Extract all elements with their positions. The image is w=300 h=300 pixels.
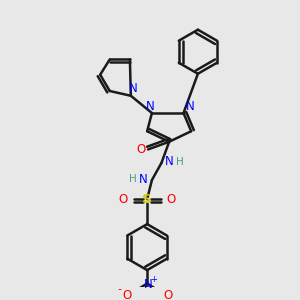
Text: S: S: [142, 193, 152, 206]
Text: O: O: [122, 289, 132, 300]
Text: O: O: [164, 289, 173, 300]
Text: O: O: [137, 143, 146, 156]
Text: H: H: [176, 157, 184, 167]
Text: N: N: [146, 100, 154, 113]
Text: -: -: [117, 284, 122, 294]
Text: N: N: [186, 100, 195, 113]
Text: +: +: [150, 275, 157, 284]
Text: N: N: [144, 278, 152, 291]
Text: N: N: [139, 172, 148, 186]
Text: O: O: [118, 193, 128, 206]
Text: O: O: [167, 193, 176, 206]
Text: N: N: [128, 82, 137, 94]
Text: N: N: [165, 155, 173, 168]
Text: H: H: [129, 174, 136, 184]
